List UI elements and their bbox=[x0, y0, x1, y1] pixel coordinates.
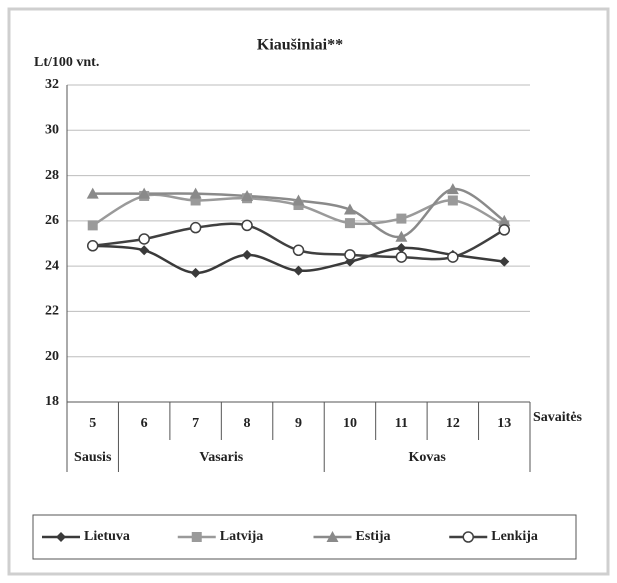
chart-title: Kiaušiniai** bbox=[257, 37, 343, 54]
marker bbox=[190, 267, 201, 278]
legend-box bbox=[32, 514, 577, 560]
marker bbox=[498, 214, 511, 226]
marker bbox=[292, 244, 305, 257]
marker bbox=[189, 187, 202, 199]
marker bbox=[395, 230, 408, 242]
marker bbox=[138, 187, 151, 199]
marker bbox=[56, 532, 66, 542]
marker bbox=[447, 251, 459, 263]
legend-label: Estija bbox=[356, 529, 391, 544]
x-tick-label: 11 bbox=[395, 416, 408, 431]
legend-label: Latvija bbox=[220, 529, 264, 544]
marker bbox=[138, 233, 150, 245]
x-tick-label: 13 bbox=[497, 416, 511, 431]
marker bbox=[446, 183, 459, 195]
marker bbox=[190, 195, 201, 206]
marker bbox=[396, 243, 407, 254]
marker bbox=[86, 240, 99, 252]
x-tick-label: 6 bbox=[141, 416, 148, 431]
marker bbox=[447, 195, 458, 206]
x-axis-label: Savaitės bbox=[533, 410, 583, 425]
y-tick-label: 22 bbox=[45, 304, 59, 319]
marker bbox=[499, 256, 510, 267]
month-label: Kovas bbox=[408, 450, 446, 465]
marker bbox=[191, 532, 202, 542]
marker bbox=[241, 219, 253, 232]
marker bbox=[293, 265, 304, 276]
legend-label: Lietuva bbox=[84, 529, 130, 544]
marker bbox=[344, 218, 355, 229]
x-tick-label: 5 bbox=[89, 416, 96, 431]
marker bbox=[242, 249, 253, 260]
y-tick-label: 32 bbox=[45, 77, 59, 92]
marker bbox=[343, 203, 356, 215]
x-tick-label: 9 bbox=[295, 416, 302, 431]
marker bbox=[396, 213, 407, 224]
marker bbox=[189, 221, 202, 234]
frame bbox=[7, 7, 610, 576]
y-tick-label: 18 bbox=[45, 394, 59, 409]
x-tick-label: 7 bbox=[192, 416, 199, 431]
marker bbox=[86, 187, 99, 199]
legend-label: Lenkija bbox=[491, 529, 538, 544]
y-tick-label: 24 bbox=[45, 258, 59, 273]
y-tick-label: 20 bbox=[45, 349, 59, 364]
x-tick-label: 8 bbox=[244, 416, 251, 431]
month-label: Vasaris bbox=[199, 450, 243, 465]
marker bbox=[462, 531, 474, 543]
y-tick-label: 30 bbox=[45, 123, 59, 138]
x-tick-label: 12 bbox=[446, 416, 460, 431]
y-tick-label: 26 bbox=[45, 213, 59, 228]
marker bbox=[139, 245, 150, 256]
month-label: Sausis bbox=[74, 450, 112, 465]
marker bbox=[292, 194, 305, 206]
marker bbox=[344, 249, 356, 261]
x-tick-label: 10 bbox=[343, 416, 357, 431]
y-axis-label: Lt/100 vnt. bbox=[34, 55, 99, 70]
marker bbox=[241, 189, 254, 201]
marker bbox=[395, 251, 408, 263]
marker bbox=[326, 531, 339, 542]
marker bbox=[87, 220, 98, 231]
marker bbox=[498, 224, 511, 236]
y-tick-label: 28 bbox=[45, 168, 59, 183]
